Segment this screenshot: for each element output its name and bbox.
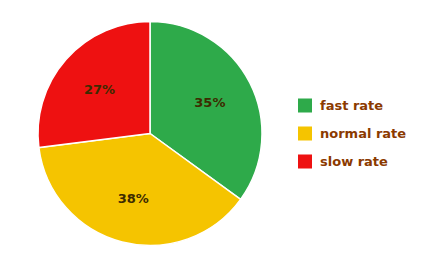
legend-label: normal rate — [320, 126, 406, 141]
legend-label: slow rate — [320, 154, 388, 169]
data-labels: 35% 38% 27% — [84, 82, 225, 207]
legend-label: fast rate — [320, 98, 383, 113]
legend-swatch — [298, 127, 312, 141]
pie-slice — [39, 134, 241, 246]
slices — [38, 22, 262, 246]
data-label: 27% — [84, 82, 115, 97]
data-label: 35% — [194, 95, 225, 110]
pie-chart: 35% 38% 27% fast rate normal rate slow rate — [0, 0, 448, 267]
legend-swatch — [298, 155, 312, 169]
chart-container: 35% 38% 27% fast rate normal rate slow rate — [0, 0, 448, 267]
pie-slice — [38, 22, 150, 148]
data-label: 38% — [118, 191, 149, 206]
legend: fast rate normal rate slow rate — [298, 98, 406, 169]
legend-swatch — [298, 99, 312, 113]
